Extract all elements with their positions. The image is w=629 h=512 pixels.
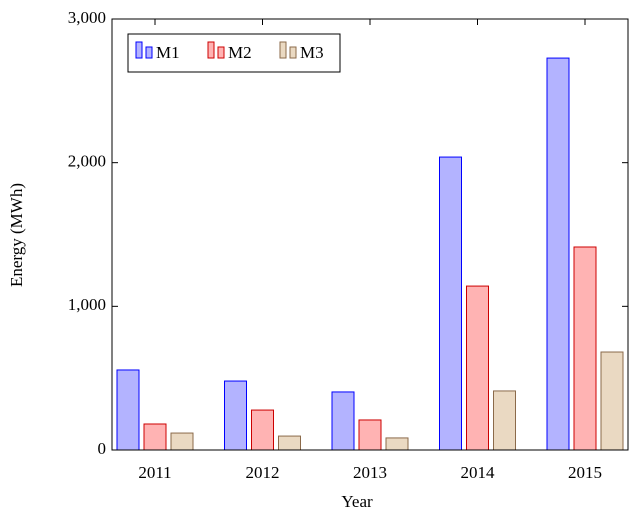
- bar: [278, 435, 301, 451]
- legend-swatch: [145, 46, 153, 59]
- bar: [385, 437, 409, 451]
- legend-label: M3: [300, 43, 324, 62]
- bar: [600, 351, 624, 451]
- bar: [439, 156, 462, 451]
- legend-box: [127, 33, 341, 73]
- legend-swatch: [207, 41, 215, 59]
- bar: [493, 390, 516, 451]
- bar: [143, 423, 167, 451]
- bar: [224, 380, 247, 451]
- x-tick-label: 2015: [568, 463, 602, 482]
- legend-swatch: [217, 46, 225, 59]
- x-tick-label: 2012: [246, 463, 280, 482]
- y-tick-label: 2,000: [68, 152, 106, 171]
- bar: [331, 391, 355, 451]
- bar: [466, 285, 489, 451]
- bar: [170, 432, 194, 451]
- x-axis-label: Year: [341, 492, 373, 511]
- x-tick-label: 2011: [138, 463, 171, 482]
- legend-label: M1: [156, 43, 180, 62]
- legend-swatch: [289, 46, 297, 59]
- y-tick-label: 0: [98, 439, 107, 458]
- bar: [358, 419, 382, 451]
- x-tick-label: 2013: [353, 463, 387, 482]
- bar: [116, 369, 140, 451]
- y-tick-label: 3,000: [68, 8, 106, 27]
- plot-frame: [111, 18, 629, 451]
- bar: [573, 246, 597, 451]
- y-tick-label: 1,000: [68, 295, 106, 314]
- x-tick-label: 2014: [461, 463, 496, 482]
- y-axis-label: Energy (MWh): [7, 183, 26, 287]
- bar: [251, 409, 274, 451]
- legend-label: M2: [228, 43, 252, 62]
- bar: [546, 57, 570, 451]
- legend-swatch: [279, 41, 287, 59]
- legend-swatch: [135, 41, 143, 59]
